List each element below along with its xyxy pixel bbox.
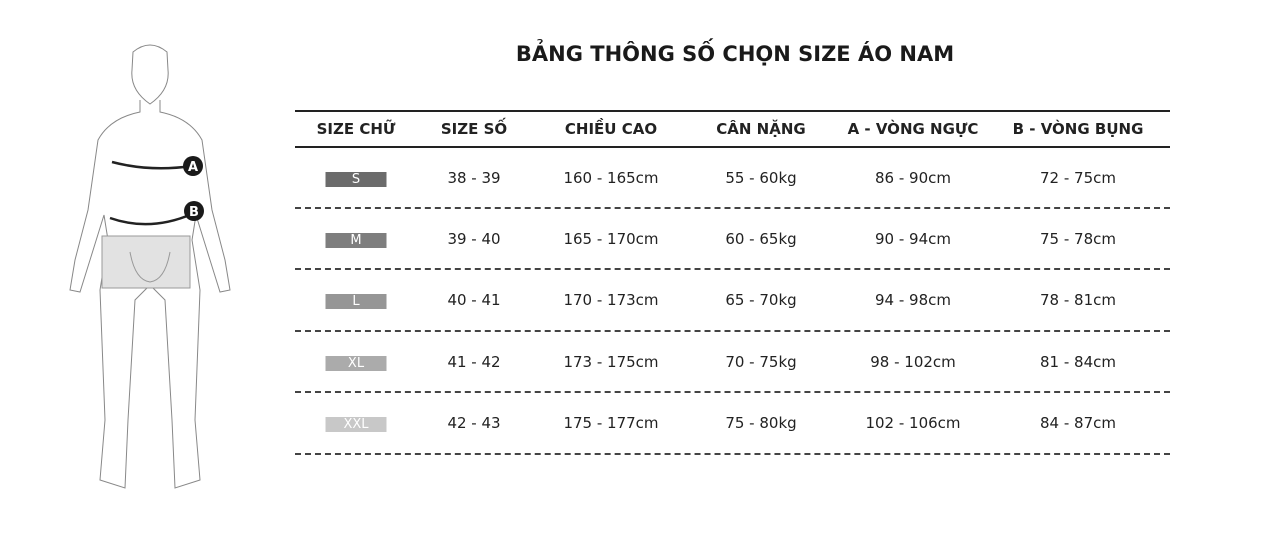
column-header: SIZE SỐ [440, 120, 508, 138]
table-cell: 42 - 43 [447, 414, 501, 432]
table-cell: 72 - 75cm [1040, 169, 1116, 187]
marker-a-label: A [188, 160, 198, 175]
row-divider [295, 207, 1170, 209]
page-title: BẢNG THÔNG SỐ CHỌN SIZE ÁO NAM [515, 42, 955, 66]
size-badge: XXL [325, 417, 387, 432]
table-cell: 170 - 173cm [563, 291, 659, 309]
table-top-rule [295, 110, 1170, 112]
table-cell: 165 - 170cm [563, 230, 659, 248]
table-cell: 160 - 165cm [563, 169, 659, 187]
table-cell: 55 - 60kg [725, 169, 797, 187]
column-header: A - VÒNG NGỰC [847, 120, 979, 138]
row-divider [295, 330, 1170, 332]
body-measurement-figure: A B [69, 44, 231, 489]
table-cell: 84 - 87cm [1040, 414, 1116, 432]
column-header: B - VÒNG BỤNG [1012, 120, 1144, 138]
table-cell: 38 - 39 [447, 169, 501, 187]
column-header: CÂN NẶNG [716, 120, 806, 138]
table-cell: 102 - 106cm [865, 414, 961, 432]
marker-a-icon [183, 156, 203, 176]
table-cell: 70 - 75kg [725, 353, 797, 371]
table-cell: 60 - 65kg [725, 230, 797, 248]
table-cell: 65 - 70kg [725, 291, 797, 309]
row-divider [295, 268, 1170, 270]
size-badge: XL [325, 356, 387, 371]
table-cell: 90 - 94cm [875, 230, 951, 248]
marker-b-label: B [189, 205, 199, 220]
size-badge: M [325, 233, 387, 248]
table-cell: 94 - 98cm [875, 291, 951, 309]
column-header: CHIỀU CAO [564, 120, 658, 138]
size-badge: S [325, 172, 387, 187]
table-cell: 39 - 40 [447, 230, 501, 248]
table-cell: 78 - 81cm [1040, 291, 1116, 309]
table-cell: 173 - 175cm [563, 353, 659, 371]
table-cell: 41 - 42 [447, 353, 501, 371]
table-cell: 40 - 41 [447, 291, 501, 309]
row-divider [295, 391, 1170, 393]
table-cell: 98 - 102cm [870, 353, 956, 371]
marker-b-icon [184, 201, 204, 221]
table-cell: 175 - 177cm [563, 414, 659, 432]
table-cell: 81 - 84cm [1040, 353, 1116, 371]
size-badge: L [325, 294, 387, 309]
column-header: SIZE CHỮ [316, 120, 396, 138]
header-bottom-rule [295, 146, 1170, 148]
table-cell: 75 - 80kg [725, 414, 797, 432]
row-divider [295, 453, 1170, 455]
table-cell: 86 - 90cm [875, 169, 951, 187]
table-cell: 75 - 78cm [1040, 230, 1116, 248]
